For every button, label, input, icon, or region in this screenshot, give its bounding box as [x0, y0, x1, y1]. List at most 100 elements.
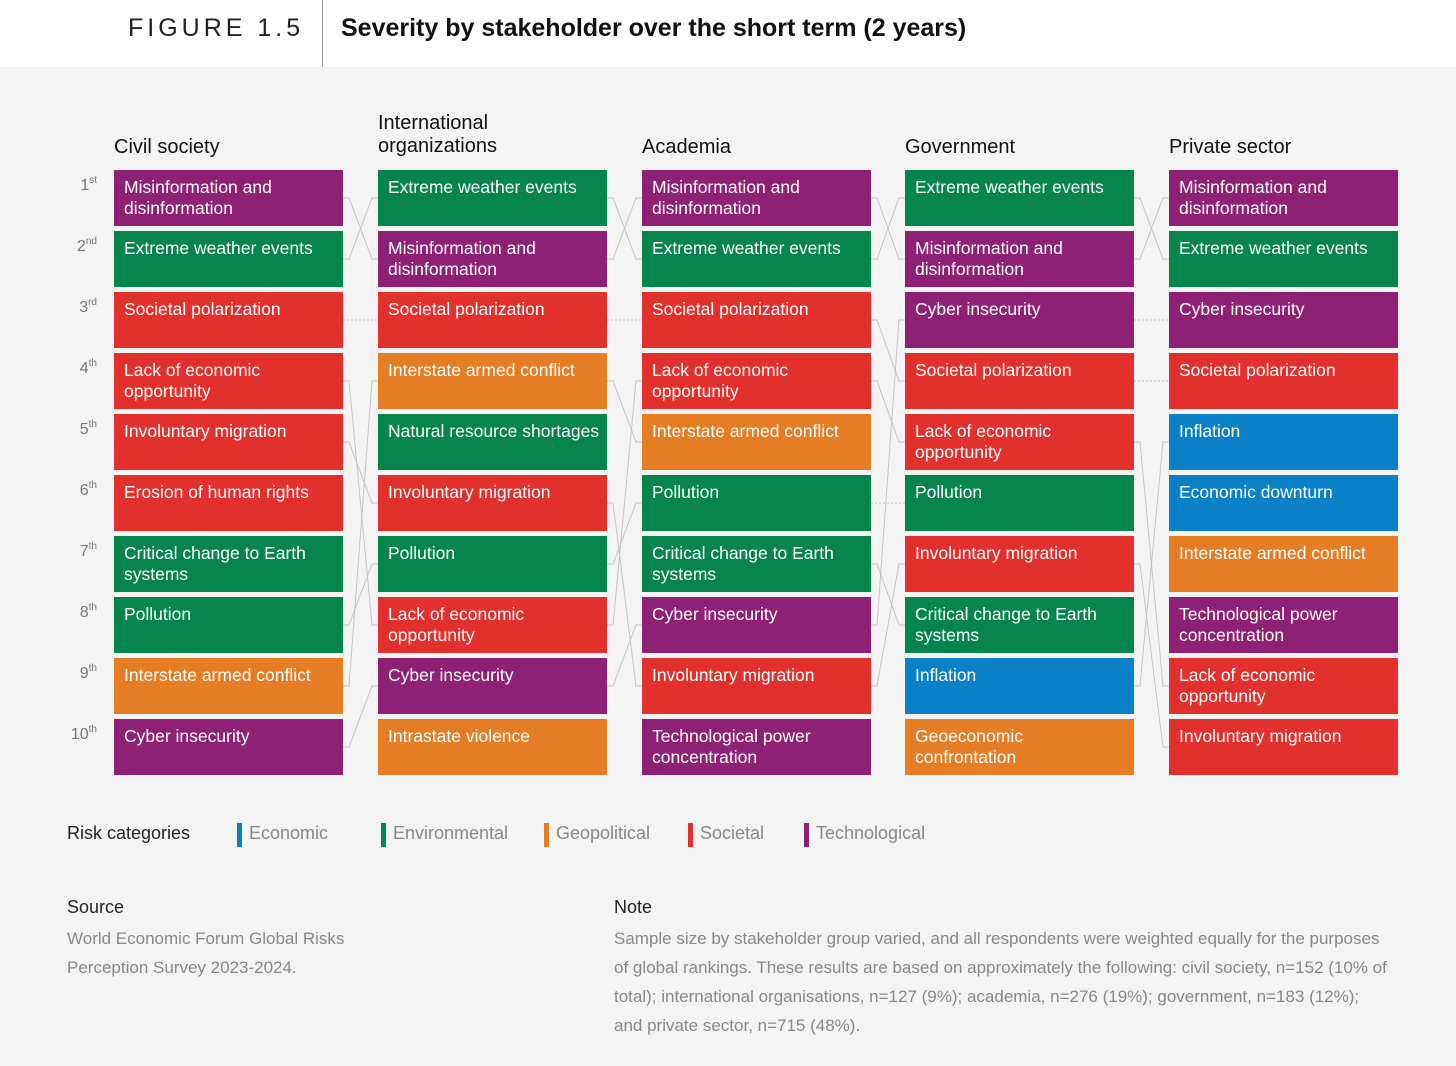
connector-line [343, 441, 378, 504]
legend-swatch [544, 823, 549, 847]
connector-line [871, 319, 905, 626]
column-title: Academia [642, 136, 731, 158]
risk-box: Misinformation and disinformation [642, 170, 871, 226]
rank-label: 3rd [50, 297, 97, 317]
note-heading: Note [614, 897, 653, 917]
risk-box: Cyber insecurity [378, 658, 607, 714]
risk-box: Interstate armed conflict [378, 353, 607, 409]
rank-label: 9th [50, 663, 97, 683]
risk-box: Societal polarization [1169, 353, 1398, 409]
legend-swatch [381, 823, 386, 847]
risk-box: Inflation [905, 658, 1134, 714]
risk-box: Cyber insecurity [642, 597, 871, 653]
risk-box: Pollution [378, 536, 607, 592]
connector-lines [343, 197, 1169, 748]
legend: Risk categories Economic Environmental Geo… [0, 823, 1456, 849]
risk-box: Geoeconomic confrontation [905, 719, 1134, 775]
column-title: International organizations [378, 112, 497, 157]
risk-box: Misinformation and disinformation [1169, 170, 1398, 226]
risk-box: Interstate armed conflict [1169, 536, 1398, 592]
rank-suffix: th [88, 419, 97, 430]
risk-box: Extreme weather events [1169, 231, 1398, 287]
risk-box: Involuntary migration [642, 658, 871, 714]
connector-line [343, 197, 378, 260]
risk-box: Technological power concentration [1169, 597, 1398, 653]
rank-number: 10 [70, 726, 89, 743]
risk-box: Involuntary migration [114, 414, 343, 470]
connector-line [343, 563, 378, 626]
risk-box: Extreme weather events [905, 170, 1134, 226]
risk-box: Interstate armed conflict [114, 658, 343, 714]
legend-label: Environmental [393, 823, 509, 843]
risk-box: Extreme weather events [114, 231, 343, 287]
rank-label: 10th [50, 724, 97, 744]
legend-swatch [688, 823, 693, 847]
risk-box: Involuntary migration [1169, 719, 1398, 775]
connector-line [607, 502, 642, 687]
rank-number: 2 [76, 238, 86, 255]
legend-swatch [804, 823, 809, 847]
header-divider [322, 0, 323, 67]
column-title: Government [905, 136, 1016, 158]
risk-box: Cyber insecurity [114, 719, 343, 775]
stakeholder-ranking-chart: 1st 2nd 3rd 4th 5th 6th 7th 8th 9th 10th Civil soc… [0, 67, 1456, 827]
risk-box: Societal polarization [642, 292, 871, 348]
legend-label: Technological [816, 823, 926, 843]
rank-suffix: st [89, 175, 97, 186]
connector-line [607, 197, 642, 260]
risk-box: Interstate armed conflict [642, 414, 871, 470]
risk-box: Lack of economic opportunity [114, 353, 343, 409]
rank-suffix: rd [88, 297, 97, 308]
risk-box: Involuntary migration [905, 536, 1134, 592]
connector-line [607, 380, 642, 443]
source-heading: Source [67, 897, 125, 917]
risk-box: Extreme weather events [642, 231, 871, 287]
connector-line [871, 380, 905, 443]
figure-label: FIGURE 1.5 [128, 14, 305, 42]
risk-box: Economic downturn [1169, 475, 1398, 531]
rank-suffix: th [88, 602, 97, 613]
rank-label: 2nd [50, 236, 97, 256]
risk-box: Extreme weather events [378, 170, 607, 226]
note-text: Sample size by stakeholder group varied,… [614, 929, 1387, 1035]
risk-box: Pollution [642, 475, 871, 531]
rank-suffix: th [88, 480, 97, 491]
source-text: World Economic Forum Global Risks Percep… [67, 929, 345, 977]
column-title: Civil society [114, 136, 220, 158]
risk-box: Critical change to Earth systems [114, 536, 343, 592]
risk-box: Lack of economic opportunity [905, 414, 1134, 470]
risk-box: Societal polarization [905, 353, 1134, 409]
legend-title: Risk categories [67, 823, 191, 843]
connector-line [343, 685, 378, 748]
figure-header: FIGURE 1.5 Severity by stakeholder over … [0, 0, 1456, 67]
risk-box: Lack of economic opportunity [642, 353, 871, 409]
rank-label: 5th [50, 419, 97, 439]
figure-title: Severity by stakeholder over the short t… [341, 14, 967, 42]
rank-label: 7th [50, 541, 97, 561]
risk-box: Critical change to Earth systems [905, 597, 1134, 653]
risk-box: Societal polarization [378, 292, 607, 348]
risk-box: Pollution [114, 597, 343, 653]
risk-box: Misinformation and disinformation [114, 170, 343, 226]
legend-swatch [237, 823, 242, 847]
risk-box: Erosion of human rights [114, 475, 343, 531]
connector-line [1134, 197, 1169, 260]
connector-line [871, 563, 905, 626]
legend-label: Economic [249, 823, 329, 843]
rank-number: 6 [79, 482, 89, 499]
rank-label: 6th [50, 480, 97, 500]
connector-line [871, 319, 905, 382]
connector-line [607, 502, 642, 565]
rank-number: 5 [79, 421, 89, 438]
rank-number: 7 [79, 543, 89, 560]
risk-box: Inflation [1169, 414, 1398, 470]
column-title: Private sector [1169, 136, 1292, 158]
rank-suffix: th [88, 358, 97, 369]
risk-box: Cyber insecurity [1169, 292, 1398, 348]
connector-line [607, 380, 642, 626]
connector-line [607, 624, 642, 687]
risk-box: Lack of economic opportunity [1169, 658, 1398, 714]
connector-line [1134, 441, 1169, 687]
risk-box: Societal polarization [114, 292, 343, 348]
risk-box: Pollution [905, 475, 1134, 531]
